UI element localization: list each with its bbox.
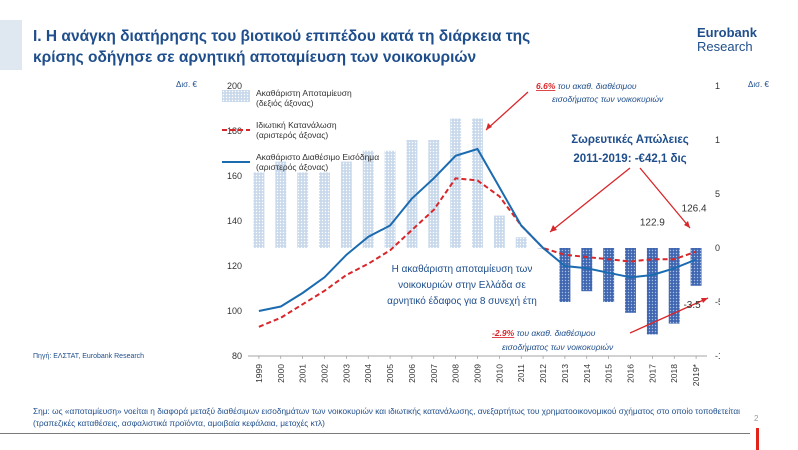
cumulative-arrowhead-left: [550, 225, 557, 232]
x-tick-label: 2003: [341, 364, 351, 383]
savings-bar: [581, 248, 593, 292]
savings-bar: [319, 172, 330, 248]
x-tick-label: 2016: [626, 364, 636, 383]
top-annotation-arrow: [485, 91, 529, 131]
consumption-last-label: 126.4: [682, 204, 707, 215]
logo-line-1: Eurobank: [697, 25, 757, 40]
title-line-2: κρίσης οδήγησε σε αρνητική αποταμίευση τ…: [33, 49, 477, 66]
savings-bar: [362, 150, 374, 248]
x-tick-label: 2012: [538, 364, 548, 383]
x-tick-label: 2019*: [691, 363, 701, 386]
x-tick-label: 2011: [516, 364, 526, 383]
savings-bar: [625, 248, 636, 313]
savings-bar: [668, 248, 680, 324]
left-tick-label: 80: [232, 351, 242, 361]
top-annotation-line1: 6.6% του ακαθ. διαθέσιμου: [536, 81, 637, 91]
x-tick-label: 2008: [451, 364, 461, 383]
legend-savings-note: (δεξιός άξονας): [256, 98, 314, 108]
source-note: Πηγή: ΕΛΣΤΑΤ, Eurobank Research: [33, 353, 145, 360]
legend-consumption-note: (αριστερός άξονας): [256, 130, 328, 140]
right-tick-label: -10: [715, 351, 720, 361]
center-annotation-line3: αρνητικό έδαφος για 8 συνεχή έτη: [387, 295, 537, 307]
right-tick-label: 5: [715, 189, 720, 199]
savings-bar: [690, 248, 702, 286]
bottom-divider: [0, 433, 750, 434]
page-title: I. Η ανάγκη διατήρησης του βιοτικού επιπ…: [33, 26, 633, 68]
x-tick-label: 2006: [407, 364, 417, 383]
right-axis-unit: Δισ. €: [748, 80, 769, 89]
income-line: [258, 147, 697, 312]
bottom-annotation-arrowhead: [701, 298, 708, 303]
x-tick-label: 2009: [473, 364, 483, 383]
savings-bar: [297, 172, 309, 248]
right-tick-label: 10: [715, 135, 720, 145]
x-tick-label: 2000: [276, 364, 286, 383]
logo-line-2: Research: [697, 39, 753, 54]
center-annotation-line2: νοικοκυριών στην Ελλάδα σε: [398, 279, 526, 291]
right-tick-label: 0: [715, 243, 720, 253]
bottom-annotation-line1: -2.9% του ακαθ. διαθέσιμου: [492, 328, 596, 338]
left-tick-label: 200: [227, 81, 242, 91]
savings-bar: [603, 248, 615, 302]
x-tick-label: 2004: [363, 364, 373, 383]
x-tick-label: 2015: [604, 364, 614, 383]
right-tick-label: -5: [715, 297, 720, 307]
x-tick-label: 2002: [320, 364, 330, 383]
left-tick-label: 140: [227, 216, 242, 226]
top-annotation-arrowhead: [486, 123, 492, 130]
legend-savings-label: Ακαθάριστη Αποταμίευση: [256, 88, 352, 98]
red-accent-bar: [756, 428, 759, 450]
cumulative-arrowhead-right: [684, 221, 690, 228]
footnote: Σημ: ως «αποταμίευση» νοείται η διαφορά …: [33, 406, 740, 428]
left-tick-label: 100: [227, 306, 242, 316]
x-tick-label: 2010: [494, 364, 504, 383]
legend-income-note: (αριστερός άξονας): [256, 162, 328, 172]
left-tick-label: 160: [227, 171, 242, 181]
chart-svg: 80100120140160180200-10-5051015199920002…: [222, 81, 728, 386]
legend-savings-swatch: [222, 90, 250, 102]
savings-bar: [559, 248, 571, 302]
x-tick-label: 2013: [560, 364, 570, 383]
consumption-line: [258, 177, 697, 328]
x-tick-label: 2014: [582, 364, 592, 383]
left-axis-unit: Δισ. €: [176, 80, 197, 89]
cumulative-loss-line1: Σωρευτικές Απώλειες: [571, 134, 689, 146]
legend-consumption-label: Ιδιωτική Κατανάλωση: [256, 120, 337, 130]
savings-bar: [428, 140, 440, 248]
eurobank-research-logo: Eurobank Research: [697, 26, 757, 54]
bottom-annotation-line2: εισοδήματος των νοικοκυριών: [502, 342, 614, 352]
legend-income-label: Ακαθάριστο Διαθέσιμο Εισόδημα: [256, 152, 379, 162]
cumulative-loss-line2: 2011-2019: -€42,1 δις: [573, 153, 686, 165]
x-tick-label: 2017: [647, 364, 657, 383]
title-line-1: I. Η ανάγκη διατήρησης του βιοτικού επιπ…: [33, 28, 531, 45]
savings-last-label: -3.5: [683, 300, 701, 311]
cumulative-arrow-right: [639, 167, 691, 229]
bottom-annotation-arrow: [629, 297, 709, 334]
right-tick-label: 15: [715, 81, 720, 91]
center-annotation-line1: Η ακαθάριστη αποταμίευση των: [392, 263, 533, 275]
top-annotation-line2: εισοδήματος των νοικοκυριών: [552, 94, 664, 104]
left-tick-label: 120: [227, 261, 242, 271]
cumulative-arrow-left: [549, 167, 631, 233]
savings-bar: [253, 172, 265, 248]
savings-bar: [340, 161, 352, 248]
chart-panel: 80100120140160180200-10-5051015199920002…: [210, 78, 728, 396]
x-tick-label: 2005: [385, 364, 395, 383]
x-tick-label: 2001: [298, 364, 308, 383]
title-accent-band: [0, 20, 22, 70]
page-number: 2: [754, 414, 759, 423]
savings-bar: [515, 237, 527, 248]
income-last-label: 122.9: [640, 217, 665, 228]
x-tick-label: 2007: [429, 364, 439, 383]
savings-bar: [406, 140, 418, 248]
x-tick-label: 1999: [254, 364, 264, 383]
savings-bar: [275, 161, 287, 248]
savings-bar: [384, 150, 396, 248]
x-tick-label: 2018: [669, 364, 679, 383]
savings-bar: [493, 215, 505, 248]
savings-bar: [646, 248, 658, 335]
savings-bar: [450, 118, 462, 249]
savings-bar: [472, 118, 483, 249]
